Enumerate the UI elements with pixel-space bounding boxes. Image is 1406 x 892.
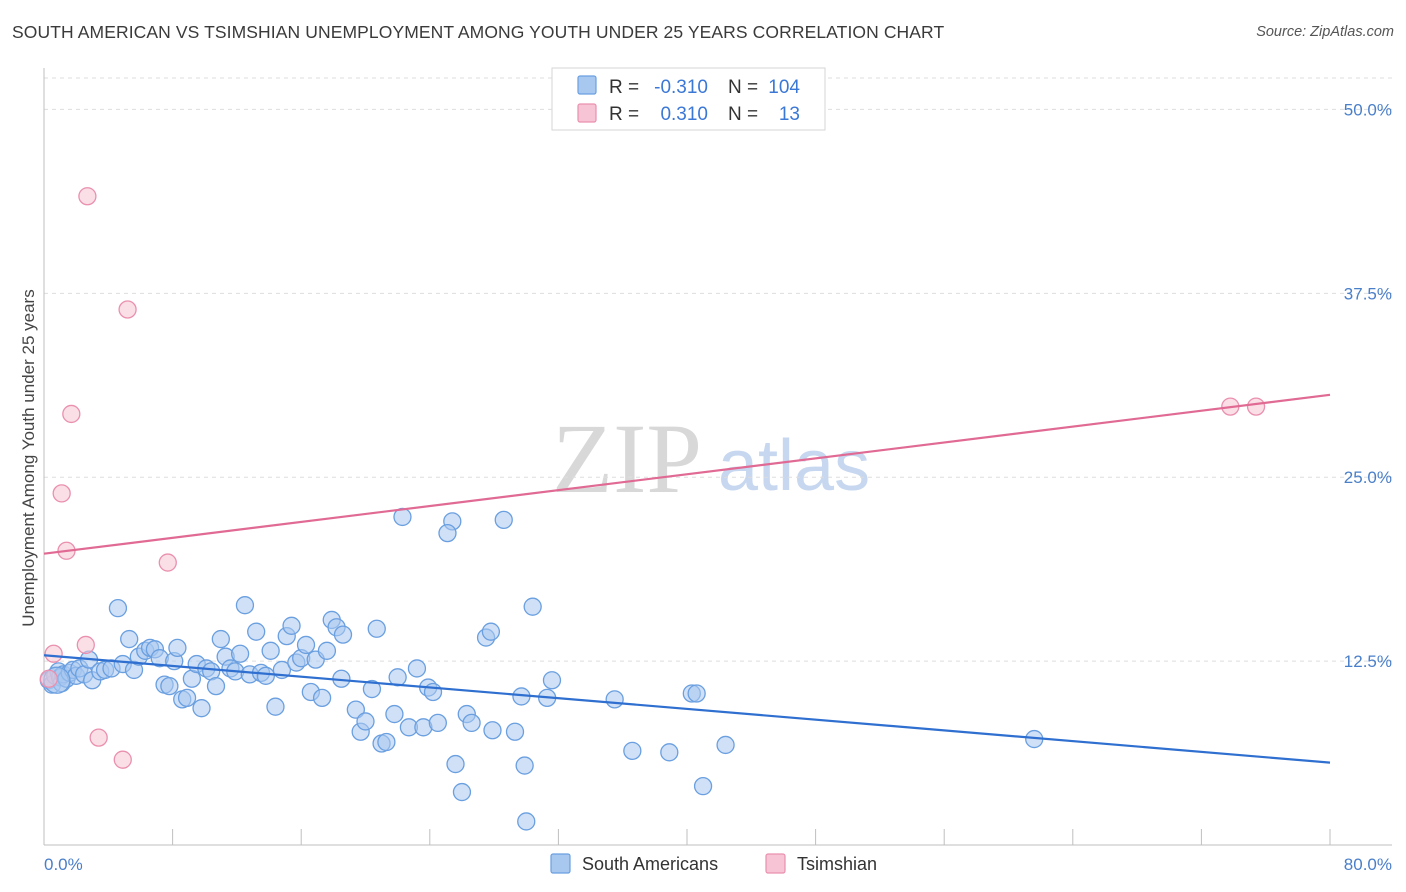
legend-r-label-0: R = [609, 77, 639, 98]
point-south-americans [160, 676, 179, 696]
point-south-americans [693, 777, 713, 796]
point-south-americans [623, 741, 642, 760]
legend-r-value-0: -0.310 [654, 77, 708, 98]
trend-line-tsimshian [43, 393, 1331, 555]
bottom-legend-swatch-south-americans [550, 853, 571, 874]
y-tick-label: 25.0% [1344, 468, 1392, 487]
point-south-americans [256, 666, 275, 685]
point-tsimshian [39, 669, 58, 688]
y-tick-label: 50.0% [1344, 100, 1392, 119]
y-axis-label: Unemployment Among Youth under 25 years [19, 289, 38, 626]
point-south-americans [407, 659, 427, 678]
x-tick-marks [43, 829, 1331, 845]
legend-swatch-south-americans [577, 75, 597, 95]
bottom-legend-label-south-americans: South Americans [582, 854, 718, 874]
watermark-zip: ZIP [552, 403, 702, 514]
y-tick-label: 12.5% [1344, 652, 1392, 671]
point-south-americans [605, 690, 624, 709]
point-south-americans [266, 697, 285, 716]
series-legend: South Americans Tsimshian [550, 853, 877, 874]
point-south-americans [108, 598, 128, 618]
point-south-americans [247, 622, 266, 641]
point-south-americans [481, 622, 501, 641]
series-tsimshian [39, 187, 1266, 769]
point-tsimshian [52, 484, 71, 503]
point-south-americans [120, 629, 139, 649]
point-south-americans [716, 735, 735, 755]
watermark-atlas: atlas [718, 426, 870, 506]
point-tsimshian [89, 728, 108, 747]
point-south-americans [317, 641, 337, 660]
point-tsimshian [1246, 397, 1266, 416]
point-south-americans [462, 713, 481, 733]
point-south-americans [446, 754, 465, 774]
point-south-americans [494, 510, 513, 530]
legend-box [551, 67, 826, 131]
point-south-americans [452, 782, 472, 802]
legend-n-label-1: N = [728, 104, 758, 125]
point-south-americans [312, 688, 332, 708]
point-south-americans [261, 641, 280, 660]
series-south-americans [39, 507, 1044, 831]
correlation-legend: R = -0.310 N = 104 R = 0.310 N = 13 [551, 67, 826, 131]
point-south-americans [385, 704, 404, 724]
point-south-americans [168, 638, 187, 658]
point-south-americans [367, 619, 386, 638]
trend-lines [43, 393, 1331, 764]
point-south-americans [542, 671, 562, 690]
point-south-americans [211, 629, 230, 649]
chart-title: SOUTH AMERICAN VS TSIMSHIAN UNEMPLOYMENT… [12, 22, 945, 42]
point-south-americans [505, 722, 525, 741]
point-south-americans [356, 712, 375, 731]
point-south-americans [296, 635, 316, 655]
point-south-americans [428, 713, 447, 733]
legend-n-value-0: 104 [768, 77, 800, 98]
point-south-americans [206, 676, 226, 696]
point-south-americans [423, 682, 443, 702]
point-tsimshian [113, 750, 132, 769]
legend-swatch-tsimshian [577, 103, 597, 123]
point-south-americans [438, 523, 457, 543]
legend-r-label-1: R = [609, 104, 639, 125]
point-tsimshian [158, 553, 177, 572]
trend-line-south-americans [43, 654, 1331, 764]
point-south-americans [177, 688, 197, 708]
point-south-americans [230, 644, 250, 663]
x-tick-label-max: 80.0% [1344, 855, 1392, 874]
point-south-americans [687, 684, 706, 703]
point-south-americans [523, 597, 542, 616]
point-tsimshian [44, 644, 63, 663]
legend-r-value-1: 0.310 [660, 104, 708, 125]
point-south-americans [517, 812, 536, 831]
legend-n-value-1: 13 [779, 104, 800, 125]
point-tsimshian [118, 300, 137, 319]
point-south-americans [282, 616, 301, 635]
point-south-americans [235, 596, 255, 615]
y-tick-labels: 12.5% 25.0% 37.5% 50.0% [1344, 100, 1392, 671]
point-south-americans [346, 700, 366, 719]
point-south-americans [362, 679, 382, 699]
point-south-americans [192, 699, 211, 718]
y-tick-label: 37.5% [1344, 284, 1392, 303]
point-south-americans [377, 732, 396, 752]
point-tsimshian [62, 404, 81, 424]
point-tsimshian [78, 187, 97, 206]
legend-n-label-0: N = [728, 77, 758, 98]
point-south-americans [660, 743, 679, 762]
point-south-americans [515, 756, 534, 775]
bottom-legend-label-tsimshian: Tsimshian [797, 854, 877, 874]
point-south-americans [333, 625, 353, 644]
gridlines [44, 77, 1392, 662]
point-tsimshian [76, 635, 95, 655]
x-tick-label-min: 0.0% [44, 855, 83, 874]
source-label: Source: ZipAtlas.com [1256, 24, 1394, 40]
point-south-americans [483, 721, 502, 740]
bottom-legend-swatch-tsimshian [765, 853, 786, 874]
